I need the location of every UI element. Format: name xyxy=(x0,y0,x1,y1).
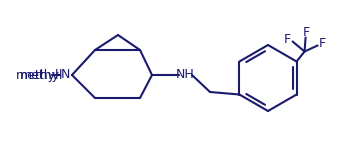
Text: F: F xyxy=(284,33,291,46)
Text: F: F xyxy=(319,37,326,50)
Text: methyl: methyl xyxy=(16,69,60,81)
Text: F: F xyxy=(303,26,310,39)
Text: methyl: methyl xyxy=(20,69,64,81)
Text: NH: NH xyxy=(176,69,194,81)
Text: N: N xyxy=(60,69,70,81)
